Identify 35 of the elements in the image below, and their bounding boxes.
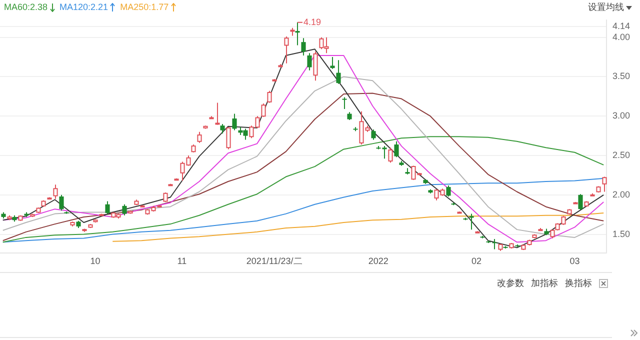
- candlestick: [336, 60, 341, 84]
- candlestick: [122, 204, 127, 216]
- y-tick-label: 1.50: [612, 228, 630, 239]
- text: 设置均线: [588, 1, 624, 14]
- legend-label: MA120:2.21: [60, 2, 108, 12]
- candlestick: [578, 194, 583, 210]
- y-tick-label: 2.00: [612, 189, 630, 200]
- x-tick-label: 02: [472, 256, 482, 266]
- legend-label: MA60:2.38: [4, 2, 48, 12]
- y-tick-label: 3.50: [612, 71, 630, 82]
- y-tick-label: 3.00: [612, 110, 630, 121]
- x-tick-label: 03: [570, 256, 580, 266]
- y-tick-label: 2.50: [612, 150, 630, 160]
- candlestick: [371, 129, 376, 140]
- candlestick: [307, 52, 312, 71]
- annotation: 4.19: [303, 16, 321, 27]
- indicator-panel: 改参数 加指标 换指标: [0, 272, 612, 338]
- candlestick: [469, 213, 474, 230]
- candlestick: [220, 123, 225, 134]
- candlestick: [301, 38, 306, 56]
- candlestick: [232, 113, 237, 131]
- y-tick-label: 4.14: [612, 20, 630, 31]
- x-tick-label: 2021/11/23/二: [246, 256, 302, 266]
- candlestick: [446, 184, 451, 197]
- x-tick-label: 2022: [368, 256, 388, 266]
- y-tick-label: 4.00: [612, 32, 630, 42]
- x-tick-label: 10: [90, 256, 100, 266]
- x-tick-label: 11: [177, 256, 187, 266]
- candlestick: [59, 194, 64, 212]
- legend-label: MA250:1.77: [120, 2, 169, 12]
- candlestick: [394, 140, 399, 158]
- candlestick: [330, 56, 335, 70]
- candlestick: [295, 22, 300, 46]
- candlestick: [342, 96, 347, 110]
- candlestick: [105, 200, 110, 214]
